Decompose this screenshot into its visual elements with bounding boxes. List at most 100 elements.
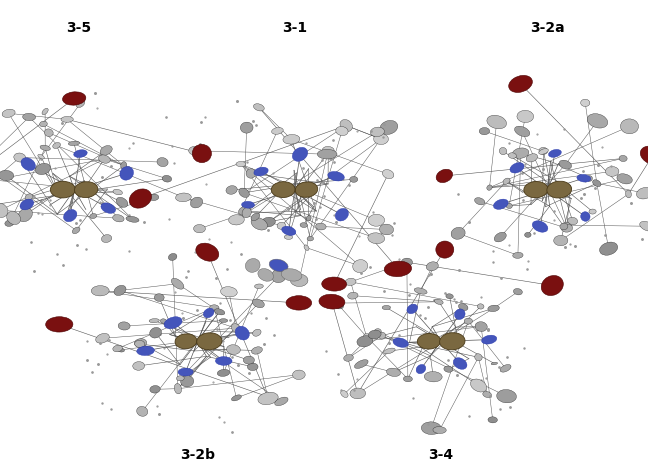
Ellipse shape <box>157 157 168 166</box>
Ellipse shape <box>416 365 426 374</box>
Ellipse shape <box>236 162 246 167</box>
Ellipse shape <box>480 128 490 135</box>
Ellipse shape <box>371 127 384 137</box>
Ellipse shape <box>171 278 184 289</box>
Ellipse shape <box>253 104 264 111</box>
Ellipse shape <box>374 328 382 335</box>
Ellipse shape <box>277 222 286 229</box>
Ellipse shape <box>25 194 33 200</box>
Ellipse shape <box>363 334 370 340</box>
Ellipse shape <box>246 258 260 273</box>
Ellipse shape <box>401 258 413 266</box>
Ellipse shape <box>382 170 394 179</box>
Ellipse shape <box>513 148 529 158</box>
Ellipse shape <box>196 243 219 261</box>
Ellipse shape <box>494 199 508 210</box>
Ellipse shape <box>261 217 275 227</box>
Ellipse shape <box>487 115 507 129</box>
Ellipse shape <box>239 188 249 198</box>
Ellipse shape <box>248 363 258 371</box>
Ellipse shape <box>215 356 232 365</box>
Ellipse shape <box>433 427 446 434</box>
Ellipse shape <box>636 187 648 199</box>
Ellipse shape <box>474 198 485 205</box>
Ellipse shape <box>562 222 572 228</box>
Ellipse shape <box>189 146 200 155</box>
Ellipse shape <box>435 299 443 304</box>
Ellipse shape <box>2 109 15 118</box>
Ellipse shape <box>421 422 441 435</box>
Ellipse shape <box>322 146 334 154</box>
Ellipse shape <box>587 114 608 128</box>
Ellipse shape <box>35 164 51 174</box>
Ellipse shape <box>407 304 417 314</box>
Ellipse shape <box>209 305 219 311</box>
Ellipse shape <box>481 335 497 344</box>
Ellipse shape <box>426 262 438 271</box>
Text: 3-5: 3-5 <box>67 21 91 36</box>
Ellipse shape <box>149 194 159 201</box>
Ellipse shape <box>605 166 619 176</box>
Ellipse shape <box>23 113 36 121</box>
Ellipse shape <box>307 237 314 241</box>
Ellipse shape <box>384 261 411 277</box>
Ellipse shape <box>281 269 302 281</box>
Ellipse shape <box>386 368 400 376</box>
Ellipse shape <box>251 218 268 230</box>
Ellipse shape <box>424 372 442 382</box>
Ellipse shape <box>275 397 288 406</box>
Ellipse shape <box>328 172 344 181</box>
Ellipse shape <box>231 324 240 333</box>
Ellipse shape <box>240 122 253 133</box>
Ellipse shape <box>568 217 577 225</box>
Ellipse shape <box>272 128 283 134</box>
Ellipse shape <box>451 228 465 239</box>
Ellipse shape <box>168 254 177 260</box>
Ellipse shape <box>316 223 326 230</box>
Ellipse shape <box>548 149 561 157</box>
Ellipse shape <box>350 388 365 399</box>
Ellipse shape <box>162 175 172 182</box>
Ellipse shape <box>220 287 237 297</box>
Ellipse shape <box>290 274 308 286</box>
Ellipse shape <box>292 370 305 380</box>
Ellipse shape <box>192 145 211 163</box>
Ellipse shape <box>295 182 318 197</box>
Ellipse shape <box>483 392 492 398</box>
Ellipse shape <box>581 99 590 107</box>
Ellipse shape <box>73 227 80 234</box>
Ellipse shape <box>599 242 618 255</box>
Ellipse shape <box>509 75 533 92</box>
Ellipse shape <box>369 330 381 339</box>
Ellipse shape <box>446 294 454 299</box>
Ellipse shape <box>454 358 467 369</box>
Ellipse shape <box>175 334 197 349</box>
Ellipse shape <box>154 294 164 301</box>
Ellipse shape <box>0 203 8 218</box>
Ellipse shape <box>5 220 14 227</box>
Ellipse shape <box>203 308 214 318</box>
Ellipse shape <box>625 190 631 198</box>
Ellipse shape <box>283 135 300 144</box>
Ellipse shape <box>160 319 167 323</box>
Ellipse shape <box>229 215 244 225</box>
Ellipse shape <box>45 129 53 137</box>
Ellipse shape <box>135 340 145 347</box>
Ellipse shape <box>478 304 484 309</box>
Ellipse shape <box>470 379 487 392</box>
Ellipse shape <box>640 146 648 165</box>
Ellipse shape <box>292 147 308 161</box>
Ellipse shape <box>506 203 513 209</box>
Ellipse shape <box>459 303 468 310</box>
Ellipse shape <box>436 241 454 258</box>
Ellipse shape <box>52 143 60 148</box>
Ellipse shape <box>475 354 482 361</box>
Ellipse shape <box>560 223 568 230</box>
Ellipse shape <box>306 216 311 221</box>
Ellipse shape <box>231 395 242 401</box>
Ellipse shape <box>559 160 572 169</box>
Ellipse shape <box>252 299 264 308</box>
Ellipse shape <box>525 232 531 237</box>
Ellipse shape <box>354 360 368 368</box>
Ellipse shape <box>439 333 465 350</box>
